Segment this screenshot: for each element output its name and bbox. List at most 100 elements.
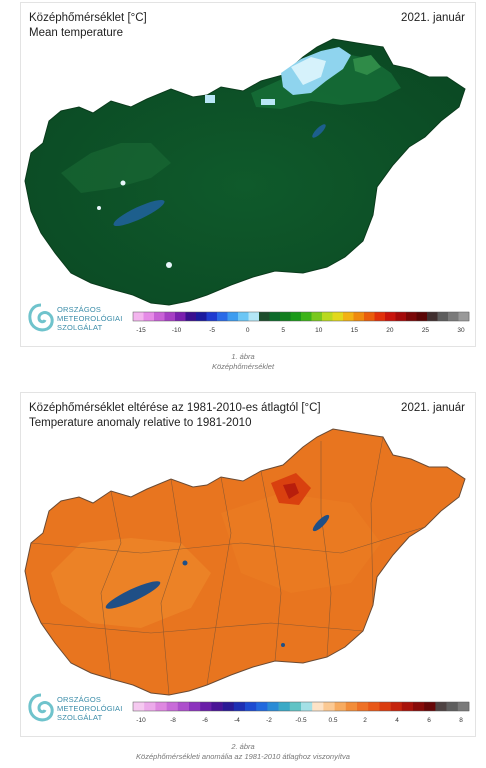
scale-swatch — [457, 702, 470, 711]
scale-swatch — [345, 702, 358, 711]
scale-swatch — [390, 702, 403, 711]
scale-swatch — [416, 312, 428, 321]
scale-swatch — [227, 312, 239, 321]
scale-tick-label: 6 — [427, 717, 431, 724]
scale-swatch — [427, 312, 438, 321]
scale-swatch — [269, 312, 281, 321]
scale-swatch — [206, 312, 218, 321]
map1-title: Középhőmérséklet [°C] — [29, 12, 147, 24]
scale-tick-label: -15 — [136, 327, 146, 334]
figure2-text: Középhőmérsékleti anomália az 1981-2010 … — [136, 752, 350, 761]
scale-tick-label: 5 — [281, 327, 285, 334]
scale-tick-label: -5 — [209, 327, 215, 334]
scale-tick-label: -4 — [234, 717, 240, 724]
figure2-number: 2. ábra — [231, 742, 255, 751]
scale-swatch — [222, 702, 235, 711]
scale-swatch — [164, 312, 176, 321]
scale-swatch — [290, 312, 302, 321]
figure2-caption: 2. ábra Középhőmérsékleti anomália az 19… — [0, 742, 486, 762]
scale-swatch — [379, 702, 391, 711]
scale-swatch — [256, 702, 268, 711]
scale-swatch — [364, 312, 375, 321]
omsz-logo: ORSZÁGOS METEOROLÓGIAI SZOLGÁLAT — [27, 302, 127, 336]
scale-swatch — [189, 702, 201, 711]
scale-swatch — [177, 702, 190, 711]
scale-swatch — [166, 702, 179, 711]
scale-swatch — [200, 702, 212, 711]
scale-tick-label: -2 — [266, 717, 272, 724]
county-borders — [30, 436, 426, 696]
scale-swatch — [385, 312, 396, 321]
scale-tick-label: 0.5 — [328, 717, 337, 724]
lake-balaton — [105, 581, 161, 609]
scale-tick-label: 25 — [422, 327, 430, 334]
scale-tick-label: -10 — [172, 327, 182, 334]
mean-temperature-map-panel: Középhőmérséklet [°C] Mean temperature 2… — [20, 2, 476, 347]
lake-balaton — [113, 199, 165, 227]
scale-swatch — [357, 702, 369, 711]
temperature-color-scale: -15 -10 -5 0 5 10 15 20 25 30 — [132, 311, 470, 334]
scale-swatch — [437, 312, 449, 321]
map2-subtitle: Temperature anomaly relative to 1981-201… — [29, 417, 252, 429]
scale-swatch — [155, 702, 167, 711]
hungary-shape — [24, 38, 466, 306]
scale-swatch — [401, 702, 414, 711]
scale-swatch — [343, 312, 354, 321]
scale-tick-label: -8 — [170, 717, 176, 724]
scale-swatch — [406, 312, 417, 321]
scale-swatch — [154, 312, 165, 321]
scale-tick-label: 4 — [395, 717, 399, 724]
scale-tick-label: 0 — [246, 327, 250, 334]
scale-swatch — [334, 702, 347, 711]
scale-swatch — [280, 312, 291, 321]
scale-swatch — [289, 702, 302, 711]
map2-title: Középhőmérséklet eltérése az 1981-2010-e… — [29, 402, 321, 414]
scale-swatch — [448, 312, 459, 321]
scale-swatch — [332, 312, 344, 321]
scale-tick-label: -0.5 — [295, 717, 307, 724]
scale-swatch — [185, 312, 197, 321]
scale-swatch — [413, 702, 425, 711]
scale-tick-label: -6 — [202, 717, 208, 724]
scale-swatch — [312, 702, 324, 711]
scale-swatch — [144, 702, 156, 711]
scale-swatch — [259, 312, 270, 321]
omsz-logo: ORSZÁGOS METEOROLÓGIAI SZOLGÁLAT — [27, 692, 127, 726]
map2-date: 2021. január — [401, 402, 465, 414]
omsz-swirl-icon — [28, 693, 54, 722]
scale-swatch — [143, 312, 155, 321]
scale-swatch — [238, 312, 249, 321]
mean-temperature-map — [24, 38, 466, 306]
scale-swatch — [217, 312, 228, 321]
scale-tick-label: -10 — [136, 717, 146, 724]
temperature-anomaly-map — [24, 428, 466, 696]
scale-swatch — [446, 702, 459, 711]
scale-swatch — [211, 702, 223, 711]
scale-swatch — [196, 312, 207, 321]
scale-swatch — [458, 312, 470, 321]
scale-swatch — [248, 312, 260, 321]
scale-swatch — [435, 702, 447, 711]
scale-swatch — [133, 702, 145, 711]
scale-swatch — [322, 312, 333, 321]
scale-swatch — [301, 312, 312, 321]
figure1-caption: 1. ábra Középhőmérséklet — [0, 352, 486, 372]
scale-tick-label: 10 — [315, 327, 323, 334]
scale-swatch — [368, 702, 380, 711]
scale-swatch — [395, 312, 407, 321]
anomaly-color-scale: -10 -8 -6 -4 -2 -0.5 0.5 2 4 6 8 — [132, 701, 470, 724]
scale-swatch — [374, 312, 386, 321]
scale-swatch — [233, 702, 246, 711]
omsz-swirl-icon — [28, 303, 54, 332]
scale-swatch — [278, 702, 291, 711]
figure1-text: Középhőmérséklet — [211, 362, 275, 371]
figure1-number: 1. ábra — [231, 352, 255, 361]
map1-subtitle: Mean temperature — [29, 27, 123, 39]
scale-tick-label: 15 — [351, 327, 359, 334]
scale-tick-label: 2 — [363, 717, 367, 724]
scale-swatch — [353, 312, 365, 321]
temperature-anomaly-map-panel: Középhőmérséklet eltérése az 1981-2010-e… — [20, 392, 476, 737]
scale-tick-label: 30 — [457, 327, 465, 334]
scale-swatch — [175, 312, 186, 321]
scale-swatch — [245, 702, 257, 711]
